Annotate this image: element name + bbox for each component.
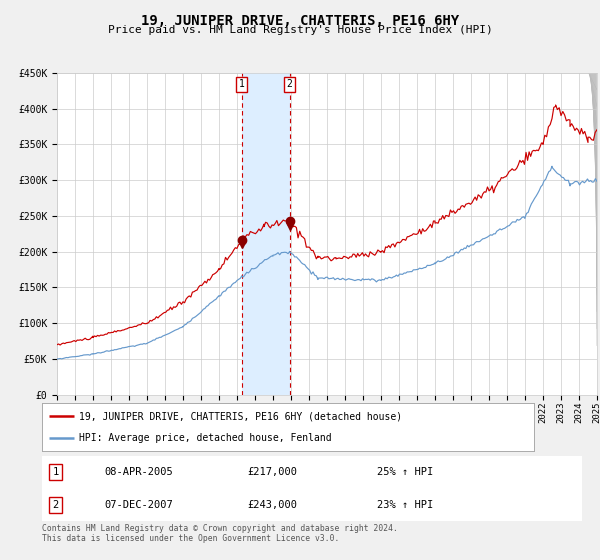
Text: £217,000: £217,000 — [247, 467, 297, 477]
Text: 1: 1 — [52, 467, 59, 477]
Text: £243,000: £243,000 — [247, 500, 297, 510]
Text: 25% ↑ HPI: 25% ↑ HPI — [377, 467, 433, 477]
Text: 1: 1 — [239, 79, 245, 89]
Text: 2: 2 — [287, 79, 293, 89]
Text: 08-APR-2005: 08-APR-2005 — [104, 467, 173, 477]
Bar — [242, 73, 290, 395]
Text: 07-DEC-2007: 07-DEC-2007 — [104, 500, 173, 510]
Text: 19, JUNIPER DRIVE, CHATTERIS, PE16 6HY: 19, JUNIPER DRIVE, CHATTERIS, PE16 6HY — [141, 14, 459, 28]
Text: HPI: Average price, detached house, Fenland: HPI: Average price, detached house, Fenl… — [79, 433, 332, 443]
Text: Price paid vs. HM Land Registry's House Price Index (HPI): Price paid vs. HM Land Registry's House … — [107, 25, 493, 35]
Text: 19, JUNIPER DRIVE, CHATTERIS, PE16 6HY (detached house): 19, JUNIPER DRIVE, CHATTERIS, PE16 6HY (… — [79, 411, 402, 421]
Text: 23% ↑ HPI: 23% ↑ HPI — [377, 500, 433, 510]
Text: Contains HM Land Registry data © Crown copyright and database right 2024.
This d: Contains HM Land Registry data © Crown c… — [42, 524, 398, 543]
Text: 2: 2 — [52, 500, 59, 510]
